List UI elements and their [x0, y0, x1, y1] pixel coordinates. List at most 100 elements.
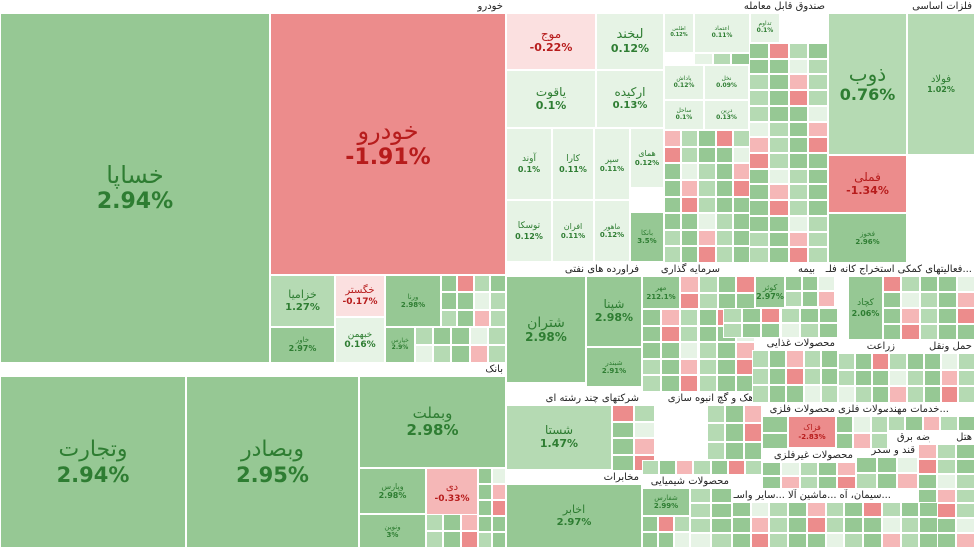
treemap-cell[interactable]: ذوب 0.76% — [828, 13, 907, 155]
small-treemap-cell[interactable] — [956, 503, 975, 519]
small-treemap-cell[interactable] — [956, 308, 975, 324]
small-treemap-cell[interactable] — [768, 137, 789, 153]
small-treemap-cell[interactable] — [853, 416, 871, 433]
small-treemap-cell[interactable] — [940, 386, 958, 403]
treemap-cell[interactable]: درین 0.13% — [704, 100, 749, 130]
small-treemap-cell[interactable] — [715, 146, 733, 164]
small-treemap-cell[interactable] — [906, 369, 924, 387]
small-treemap-cell[interactable] — [801, 276, 819, 292]
treemap-cell[interactable]: فخوز 2.96% — [828, 213, 907, 263]
sector-header[interactable]: فراورده های نفتی — [506, 263, 642, 276]
small-treemap-cell[interactable] — [698, 375, 718, 392]
small-treemap-cell[interactable] — [749, 200, 769, 216]
small-treemap-cell[interactable] — [698, 179, 716, 197]
small-treemap-cell[interactable] — [900, 502, 920, 518]
small-treemap-cell[interactable] — [743, 423, 762, 442]
small-treemap-cell[interactable] — [897, 457, 918, 473]
small-treemap-cell[interactable] — [451, 345, 470, 363]
small-treemap-cell[interactable] — [820, 367, 838, 386]
small-treemap-cell[interactable] — [937, 518, 956, 534]
small-treemap-cell[interactable] — [956, 518, 975, 534]
treemap-cell[interactable]: شتران 2.98% — [506, 276, 586, 383]
small-treemap-cell[interactable] — [906, 353, 924, 370]
small-treemap-cell[interactable] — [768, 247, 789, 263]
small-treemap-cell[interactable] — [856, 457, 877, 473]
small-treemap-cell[interactable] — [612, 421, 634, 438]
small-treemap-cell[interactable] — [806, 517, 826, 533]
small-treemap-cell[interactable] — [838, 353, 856, 370]
small-treemap-cell[interactable] — [780, 308, 800, 323]
small-treemap-cell[interactable] — [749, 184, 769, 201]
small-treemap-cell[interactable] — [693, 460, 711, 475]
sector-header[interactable]: محصولات شیمیایی — [642, 475, 732, 488]
small-treemap-cell[interactable] — [742, 323, 762, 338]
small-treemap-cell[interactable] — [808, 200, 828, 216]
small-treemap-cell[interactable] — [762, 416, 788, 433]
small-treemap-cell[interactable] — [919, 517, 938, 533]
treemap-cell[interactable]: تداوم 0.1% — [750, 13, 780, 43]
small-treemap-cell[interactable] — [918, 473, 937, 489]
small-treemap-cell[interactable] — [749, 121, 769, 138]
small-treemap-cell[interactable] — [872, 386, 890, 403]
small-treemap-cell[interactable] — [712, 53, 732, 65]
small-treemap-cell[interactable] — [836, 416, 854, 433]
small-treemap-cell[interactable] — [732, 130, 750, 147]
small-treemap-cell[interactable] — [769, 517, 789, 533]
small-treemap-cell[interactable] — [788, 517, 807, 533]
small-treemap-cell[interactable] — [808, 215, 828, 232]
small-treemap-cell[interactable] — [863, 517, 882, 533]
small-treemap-cell[interactable] — [664, 179, 682, 197]
small-treemap-cell[interactable] — [469, 345, 488, 363]
small-treemap-cell[interactable] — [768, 153, 789, 169]
small-treemap-cell[interactable] — [855, 353, 873, 370]
small-treemap-cell[interactable] — [788, 184, 809, 201]
small-treemap-cell[interactable] — [690, 503, 711, 518]
small-treemap-cell[interactable] — [736, 292, 755, 309]
small-treemap-cell[interactable] — [749, 58, 769, 75]
small-treemap-cell[interactable] — [749, 231, 769, 248]
small-treemap-cell[interactable] — [881, 502, 901, 518]
small-treemap-cell[interactable] — [918, 444, 937, 459]
small-treemap-cell[interactable] — [732, 163, 750, 180]
small-treemap-cell[interactable] — [752, 385, 770, 403]
small-treemap-cell[interactable] — [883, 292, 902, 308]
small-treemap-cell[interactable] — [905, 416, 923, 431]
small-treemap-cell[interactable] — [937, 444, 956, 459]
treemap-cell[interactable]: ارکیده 0.13% — [596, 70, 664, 128]
small-treemap-cell[interactable] — [870, 416, 888, 433]
small-treemap-cell[interactable] — [711, 503, 732, 518]
small-treemap-cell[interactable] — [478, 468, 492, 484]
treemap-cell[interactable]: افران 0.11% — [552, 200, 594, 262]
small-treemap-cell[interactable] — [762, 432, 788, 449]
small-treemap-cell[interactable] — [642, 342, 661, 359]
small-treemap-cell[interactable] — [492, 484, 506, 500]
small-treemap-cell[interactable] — [808, 105, 828, 122]
small-treemap-cell[interactable] — [808, 74, 828, 91]
small-treemap-cell[interactable] — [788, 247, 809, 263]
small-treemap-cell[interactable] — [889, 386, 907, 403]
small-treemap-cell[interactable] — [679, 325, 699, 343]
small-treemap-cell[interactable] — [725, 423, 744, 442]
treemap-cell[interactable]: اعتماد 0.11% — [694, 13, 750, 53]
small-treemap-cell[interactable] — [788, 231, 809, 248]
small-treemap-cell[interactable] — [732, 532, 751, 548]
small-treemap-cell[interactable] — [863, 532, 882, 548]
small-treemap-cell[interactable] — [803, 350, 821, 368]
small-treemap-cell[interactable] — [717, 342, 737, 359]
small-treemap-cell[interactable] — [732, 229, 750, 247]
small-treemap-cell[interactable] — [788, 74, 809, 91]
small-treemap-cell[interactable] — [612, 438, 634, 455]
small-treemap-cell[interactable] — [956, 276, 975, 292]
small-treemap-cell[interactable] — [478, 516, 492, 532]
small-treemap-cell[interactable] — [761, 323, 781, 338]
small-treemap-cell[interactable] — [919, 532, 938, 548]
small-treemap-cell[interactable] — [788, 121, 809, 138]
small-treemap-cell[interactable] — [769, 532, 789, 548]
small-treemap-cell[interactable] — [487, 345, 506, 363]
small-treemap-cell[interactable] — [492, 500, 506, 516]
small-treemap-cell[interactable] — [922, 416, 941, 431]
small-treemap-cell[interactable] — [679, 375, 699, 392]
small-treemap-cell[interactable] — [725, 405, 744, 424]
small-treemap-cell[interactable] — [844, 502, 864, 518]
small-treemap-cell[interactable] — [919, 324, 939, 340]
